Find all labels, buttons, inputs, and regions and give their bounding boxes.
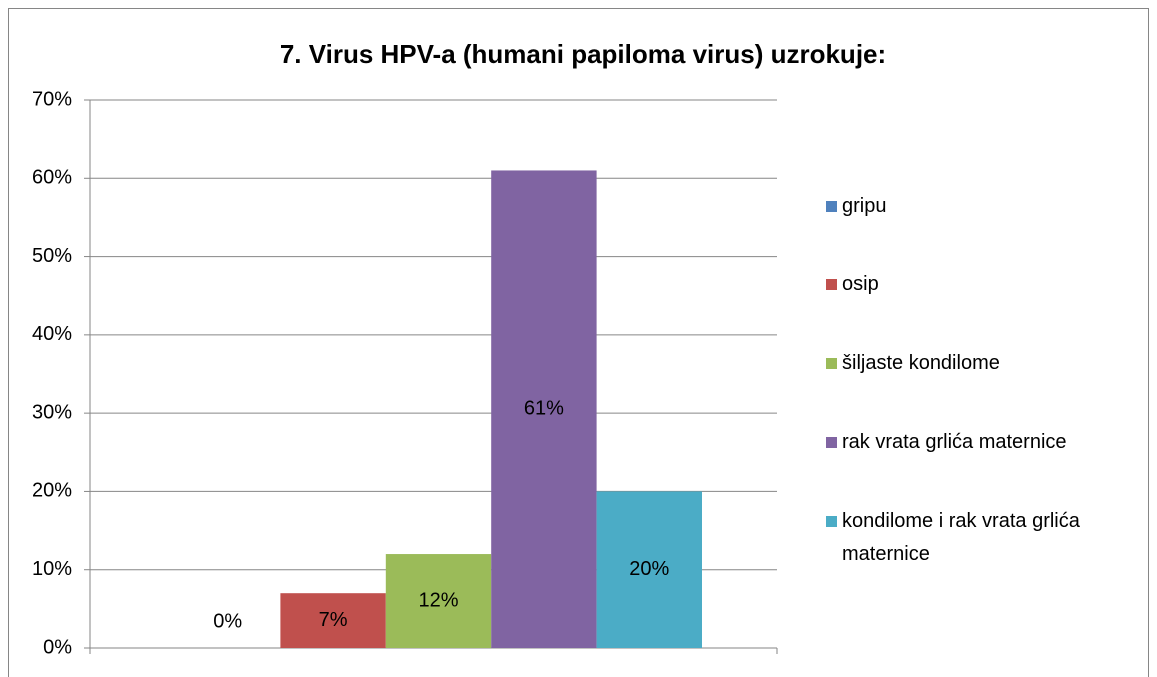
- bar: [385, 554, 492, 648]
- legend-entry: šiljaste kondilome: [826, 347, 1146, 380]
- y-tick-label: 0%: [43, 636, 72, 658]
- legend-swatch: [826, 201, 837, 212]
- legend-label: gripu: [842, 195, 887, 217]
- legend-label: šiljaste kondilome: [842, 352, 1000, 374]
- legend-label: osip: [842, 273, 879, 295]
- y-tick-label: 10%: [32, 558, 72, 580]
- legend-swatch: [826, 358, 837, 369]
- bar: [596, 491, 702, 648]
- y-tick-label: 40%: [32, 323, 72, 345]
- data-label: 12%: [418, 589, 458, 611]
- y-tick-label: 50%: [32, 245, 72, 267]
- bar: [280, 593, 386, 648]
- y-tick-label: 60%: [32, 167, 72, 189]
- legend-entry: kondilome i rak vrata grlića maternice: [826, 505, 1146, 571]
- legend-swatch: [826, 437, 837, 448]
- chart-border: [8, 8, 1149, 677]
- bar: [491, 170, 597, 648]
- data-label: 61%: [524, 398, 564, 420]
- legend-entry: rak vrata grlića maternice: [826, 426, 1146, 459]
- legend-entry: osip: [826, 268, 1146, 301]
- y-tick-label: 20%: [32, 480, 72, 502]
- legend-swatch: [826, 279, 837, 290]
- y-tick-label: 70%: [32, 88, 72, 110]
- legend-entry: gripu: [826, 190, 1146, 223]
- legend-swatch: [826, 516, 837, 527]
- legend-label: kondilome i rak vrata grlića maternice: [842, 510, 1080, 565]
- legend-label: rak vrata grlića maternice: [842, 431, 1067, 453]
- chart-title: 7. Virus HPV-a (humani papiloma virus) u…: [280, 39, 886, 69]
- data-label: 7%: [319, 609, 348, 631]
- data-label: 0%: [213, 610, 242, 632]
- data-label: 20%: [629, 558, 669, 580]
- y-tick-label: 30%: [32, 401, 72, 423]
